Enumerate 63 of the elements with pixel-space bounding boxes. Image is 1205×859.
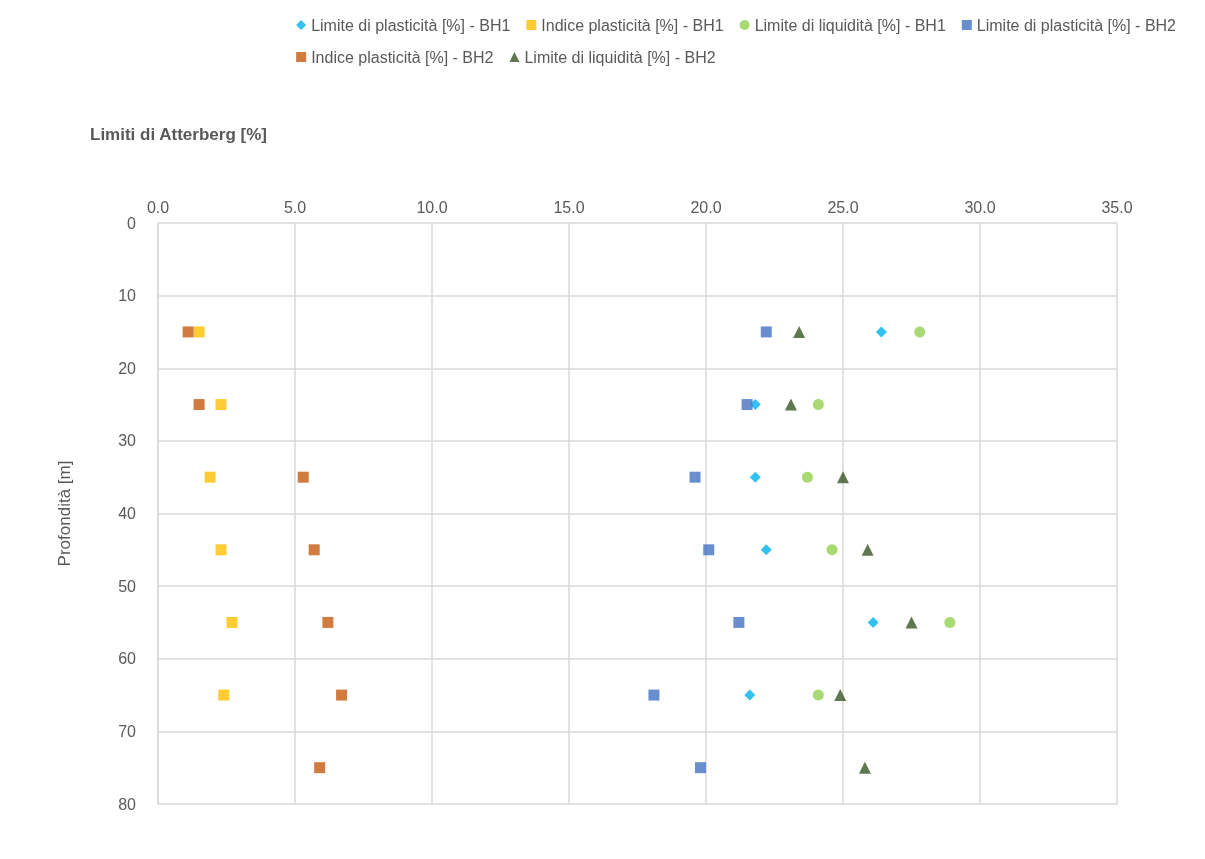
y-tick-label: 20	[118, 359, 137, 377]
point	[689, 471, 701, 483]
x-tick-label: 15.0	[553, 198, 585, 216]
x-tick-label: 10.0	[416, 198, 448, 216]
point	[793, 325, 806, 338]
point	[204, 471, 216, 483]
point	[695, 762, 707, 774]
point	[826, 544, 838, 556]
legend-label: Limite di liquidità [%] - BH1	[754, 16, 946, 34]
point	[944, 616, 956, 628]
point	[308, 544, 320, 556]
point	[760, 544, 772, 556]
point	[760, 326, 772, 338]
point	[314, 762, 326, 774]
legend-label: Limite di liquidità [%] - BH2	[524, 48, 716, 66]
y-tick-label: 10	[118, 287, 137, 305]
x-tick-label: 25.0	[827, 198, 859, 216]
y-tick-label: 70	[118, 722, 137, 740]
y-axis-title: Profondità [m]	[55, 460, 74, 567]
point	[182, 326, 194, 338]
point	[226, 616, 238, 628]
legend-label: Indice plasticità [%] - BH2	[311, 48, 494, 66]
point	[914, 326, 926, 338]
x-axis-title: Limiti di Atterberg [%]	[90, 125, 267, 144]
point	[744, 689, 756, 701]
point	[858, 761, 871, 774]
x-tick-label: 35.0	[1101, 198, 1133, 216]
point	[749, 471, 761, 483]
y-tick-label: 60	[118, 650, 137, 668]
point	[834, 689, 847, 702]
point	[218, 689, 230, 701]
point	[801, 471, 813, 483]
point	[741, 399, 753, 411]
y-tick-label: 80	[118, 795, 137, 813]
point	[812, 399, 824, 411]
point	[193, 326, 205, 338]
point	[812, 689, 824, 701]
y-tick-label: 40	[118, 505, 137, 522]
point	[336, 689, 348, 701]
point	[733, 616, 745, 628]
x-tick-label: 30.0	[964, 198, 996, 216]
point	[861, 543, 874, 556]
x-tick-label: 5.0	[283, 198, 307, 216]
point	[703, 544, 715, 556]
legend-label: Limite di plasticità [%] - BH2	[976, 16, 1177, 34]
y-tick-label: 30	[118, 432, 137, 450]
point	[875, 326, 887, 338]
y-tick-label: 0	[127, 214, 137, 232]
point	[193, 399, 205, 411]
x-tick-label: 0.0	[146, 198, 170, 216]
point	[905, 616, 918, 629]
y-tick-label: 50	[118, 577, 137, 595]
x-tick-label: 20.0	[690, 198, 722, 216]
point	[322, 616, 334, 628]
point	[784, 398, 797, 411]
point	[215, 544, 227, 556]
legend-label: Indice plasticità [%] - BH1	[541, 16, 724, 34]
point	[867, 616, 879, 628]
legend-label: Limite di plasticità [%] - BH1	[311, 16, 511, 34]
point	[215, 399, 227, 411]
point	[837, 471, 849, 484]
point	[297, 471, 309, 483]
point	[648, 689, 660, 701]
